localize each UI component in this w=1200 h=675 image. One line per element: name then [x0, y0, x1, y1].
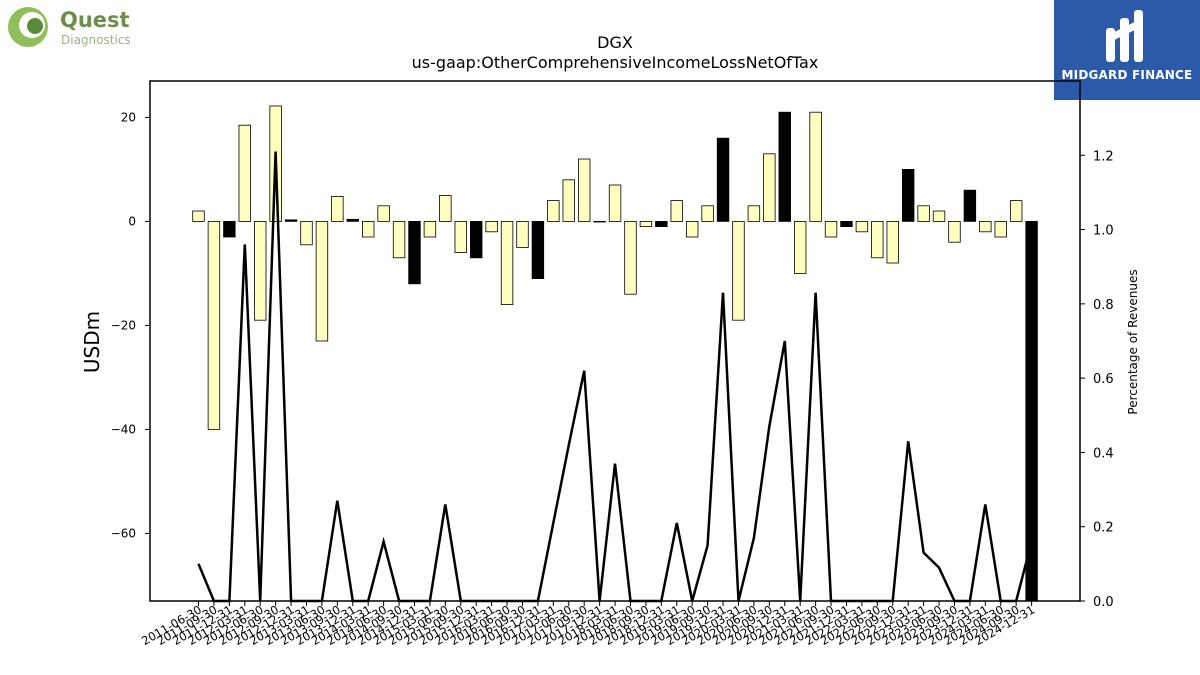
- bar: [346, 218, 359, 222]
- bar: [608, 184, 622, 222]
- bar: [963, 189, 977, 222]
- y2-tick-label: 1.2: [1093, 149, 1114, 164]
- bar: [192, 210, 205, 222]
- x-axis: 2011-06-302011-09-302011-12-312012-03-31…: [139, 601, 1037, 648]
- quest-logo-brand: Quest: [60, 8, 130, 32]
- bar: [392, 220, 406, 259]
- bar: [284, 219, 298, 222]
- bar: [932, 210, 946, 222]
- bar: [701, 205, 714, 222]
- midgard-logo-mark-icon: [1106, 10, 1143, 62]
- bar: [747, 205, 761, 222]
- bar: [207, 220, 221, 430]
- bar: [685, 220, 699, 238]
- bar: [948, 220, 961, 243]
- y2-tick-label: 0.0: [1093, 595, 1114, 610]
- bar: [408, 220, 421, 285]
- bar: [901, 168, 915, 222]
- y2-tick-label: 0.8: [1093, 298, 1114, 313]
- y2-axis-label: Percentage of Revenues: [1126, 269, 1140, 414]
- y-axis-label: USDm: [80, 311, 104, 373]
- quest-logo-subtext: Diagnostics: [61, 33, 131, 47]
- y-tick-label: −20: [111, 318, 136, 332]
- bar: [223, 220, 236, 238]
- y2-tick-label: 0.4: [1093, 446, 1114, 461]
- bar: [639, 220, 653, 227]
- bar: [423, 220, 437, 238]
- bar: [855, 220, 869, 233]
- y-tick-label: 0: [128, 214, 136, 228]
- bar: [670, 200, 683, 222]
- bar: [871, 220, 884, 259]
- y2-tick-label: 1.0: [1093, 224, 1114, 239]
- bar: [315, 220, 329, 342]
- y2-tick-label: 0.6: [1093, 372, 1114, 387]
- bar: [454, 220, 467, 253]
- y-tick-label: −60: [111, 526, 136, 540]
- bar: [362, 220, 375, 238]
- bar: [624, 220, 637, 295]
- chart-title: DGX: [597, 33, 633, 52]
- y-tick-label: −40: [111, 422, 136, 436]
- bar: [716, 137, 730, 222]
- bar: [254, 220, 267, 321]
- bar: [824, 220, 838, 238]
- y-axis: 20 0 −20 −40 −60: [111, 110, 150, 540]
- bar: [593, 220, 606, 223]
- bar: [577, 158, 591, 222]
- bar: [793, 220, 807, 274]
- bar: [469, 220, 483, 259]
- y-tick-label: 20: [121, 110, 136, 124]
- bar: [763, 153, 776, 222]
- midgard-finance-logo: MIDGARD FINANCE: [1054, 0, 1200, 100]
- bar: [994, 220, 1007, 238]
- bar: [377, 205, 390, 222]
- bar: [547, 200, 560, 222]
- bar: [500, 220, 514, 305]
- bar: [562, 179, 575, 222]
- bar: [732, 220, 745, 321]
- chart-subtitle: us-gaap:OtherComprehensiveIncomeLossNetO…: [412, 53, 819, 72]
- bar: [840, 220, 853, 227]
- bar: [238, 124, 251, 222]
- bar: [979, 220, 992, 233]
- y2-axis: 0.0 0.2 0.4 0.6 0.8 1.0 1.2: [1080, 149, 1114, 610]
- quest-diagnostics-logo: Quest Diagnostics: [4, 4, 164, 52]
- midgard-logo-text: MIDGARD FINANCE: [1061, 68, 1193, 82]
- bar: [485, 220, 498, 233]
- bar: [516, 220, 529, 248]
- bar: [331, 196, 344, 222]
- bar: [778, 111, 791, 222]
- y2-tick-label: 0.2: [1093, 521, 1114, 536]
- bar: [917, 205, 930, 222]
- bar-series: [192, 105, 1038, 602]
- bar: [439, 194, 452, 222]
- bar: [531, 220, 545, 279]
- bar: [655, 220, 668, 227]
- bar: [886, 220, 899, 264]
- bar: [809, 111, 822, 222]
- bar: [300, 220, 313, 246]
- bar: [1009, 200, 1023, 222]
